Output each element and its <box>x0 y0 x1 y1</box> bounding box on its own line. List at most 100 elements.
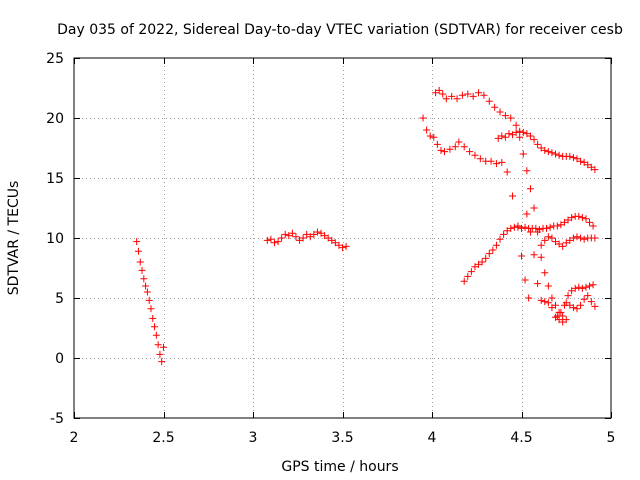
data-point <box>566 152 574 160</box>
data-point <box>577 301 585 309</box>
data-point <box>555 151 563 159</box>
data-point <box>578 214 586 222</box>
data-point <box>423 126 431 134</box>
series-arc-4 <box>432 86 570 324</box>
series-arc-8 <box>537 233 599 250</box>
data-point <box>317 229 325 237</box>
data-point <box>516 133 524 141</box>
x-tick-label: 3 <box>249 430 258 446</box>
data-point <box>296 236 304 244</box>
x-tick-labels: 2 2.5 3 3.5 4 4.5 5 <box>70 430 616 446</box>
data-point <box>535 226 543 234</box>
data-point <box>586 282 594 290</box>
data-point <box>580 158 588 166</box>
data-point <box>138 266 146 274</box>
data-point <box>492 160 500 168</box>
data-point <box>544 233 552 241</box>
data-point <box>544 282 552 290</box>
data-point <box>514 223 522 231</box>
data-point <box>460 277 468 285</box>
data-point <box>303 230 311 238</box>
data-point <box>140 275 148 283</box>
data-point <box>489 246 497 254</box>
data-point <box>568 287 576 295</box>
data-point <box>491 103 499 111</box>
data-point <box>439 90 447 98</box>
data-point <box>512 121 520 129</box>
data-point <box>498 132 506 140</box>
data-point <box>331 239 339 247</box>
y-tick-label: 20 <box>46 111 64 127</box>
data-point <box>523 210 531 218</box>
data-point <box>530 251 538 259</box>
data-point <box>478 258 486 266</box>
series-arc-3 <box>419 114 533 302</box>
data-point <box>521 223 529 231</box>
y-tick-label: 25 <box>46 51 64 67</box>
x-tick-label: 3.5 <box>331 430 353 446</box>
data-point <box>471 151 479 159</box>
data-point <box>432 89 440 97</box>
data-point <box>580 235 588 243</box>
data-point <box>552 238 560 246</box>
data-point <box>571 284 579 292</box>
data-point <box>147 305 155 313</box>
data-point <box>151 323 159 331</box>
data-point <box>285 232 293 240</box>
y-tick-labels: -5 0 5 10 15 20 25 <box>46 51 64 427</box>
data-point <box>485 97 493 105</box>
data-point <box>532 224 540 232</box>
data-point <box>503 168 511 176</box>
axis-ticks <box>74 58 612 419</box>
data-point <box>548 294 556 302</box>
data-point <box>426 132 434 140</box>
data-point <box>557 308 565 316</box>
data-point <box>548 304 556 312</box>
data-point <box>448 92 456 100</box>
y-axis-title: SDTVAR / TECUs <box>6 181 22 296</box>
data-point <box>310 230 318 238</box>
data-point <box>534 280 542 288</box>
series-arc-1 <box>133 238 167 366</box>
data-point <box>586 218 594 226</box>
data-point <box>546 223 554 231</box>
data-point <box>466 148 474 156</box>
data-point <box>591 302 599 310</box>
data-point <box>537 296 545 304</box>
x-axis-title: GPS time / hours <box>281 459 398 475</box>
y-tick-label: 10 <box>46 231 64 247</box>
data-point <box>582 215 590 223</box>
data-point <box>475 260 483 268</box>
data-point <box>288 229 296 237</box>
data-point <box>559 242 567 250</box>
x-tick-label: 5 <box>607 430 616 446</box>
data-point <box>584 292 592 300</box>
data-points <box>133 86 599 366</box>
data-point <box>560 218 568 226</box>
data-point <box>145 296 153 304</box>
data-point <box>559 318 567 326</box>
x-tick-label: 4 <box>428 430 437 446</box>
data-point <box>152 331 160 339</box>
x-tick-label: 4.5 <box>510 430 532 446</box>
x-tick-label: 2 <box>70 430 79 446</box>
data-point <box>492 241 500 249</box>
data-point <box>526 185 534 193</box>
data-point <box>507 224 515 232</box>
data-point <box>573 305 581 313</box>
data-point <box>534 140 542 148</box>
data-point <box>485 250 493 258</box>
data-point <box>458 91 466 99</box>
y-tick-label: -5 <box>50 411 64 427</box>
data-point <box>501 112 509 120</box>
data-point <box>543 224 551 232</box>
data-point <box>553 222 561 230</box>
data-point <box>469 92 477 100</box>
data-point <box>509 131 517 139</box>
data-point <box>446 145 454 153</box>
data-point <box>587 298 595 306</box>
data-point <box>160 343 167 351</box>
data-point <box>437 146 445 154</box>
series-arc-5 <box>460 212 597 285</box>
y-tick-label: 5 <box>55 291 64 307</box>
